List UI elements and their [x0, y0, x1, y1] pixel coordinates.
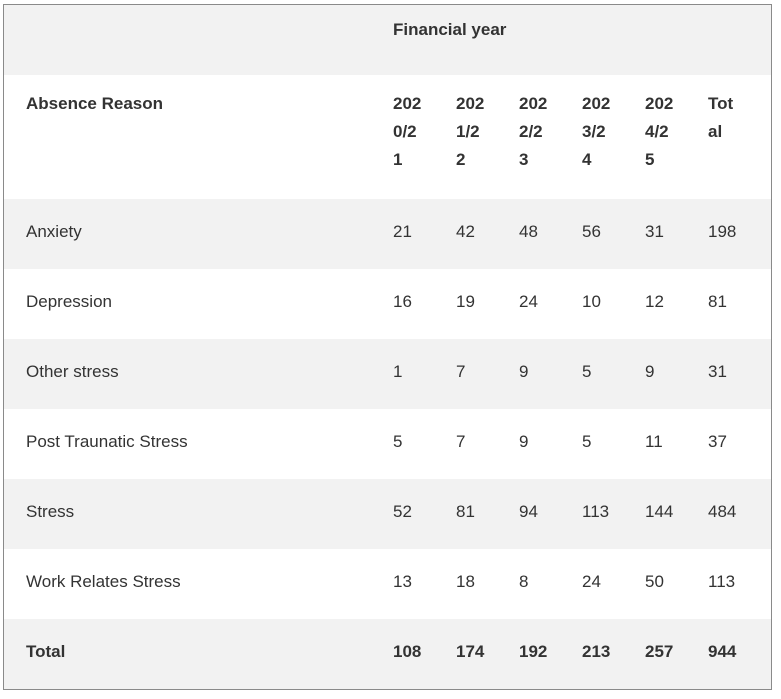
value-cell: 5 — [582, 362, 592, 381]
year-header-part: 0/2 — [393, 122, 417, 141]
value-cell: 19 — [456, 292, 475, 311]
year-header-part: 202 — [582, 94, 611, 113]
value-cell: 5 — [582, 432, 592, 451]
total-value-cell: 174 — [456, 642, 485, 661]
year-header-part: 2/2 — [519, 122, 543, 141]
absence-reason-cell: Depression — [26, 292, 112, 311]
row-total-cell: 484 — [708, 502, 737, 521]
value-cell: 8 — [519, 572, 529, 591]
total-value-cell: 257 — [645, 642, 674, 661]
value-cell: 52 — [393, 502, 412, 521]
value-cell: 56 — [582, 222, 601, 241]
year-header-part: 202 — [519, 94, 548, 113]
value-cell: 11 — [645, 432, 663, 451]
year-header-part: 3 — [519, 150, 529, 169]
value-cell: 31 — [645, 222, 664, 241]
value-cell: 42 — [456, 222, 475, 241]
value-cell: 81 — [456, 502, 475, 521]
value-cell: 48 — [519, 222, 538, 241]
value-cell: 7 — [456, 432, 466, 451]
total-value-cell: 108 — [393, 642, 422, 661]
year-header-part: 3/2 — [582, 122, 606, 141]
value-cell: 94 — [519, 502, 538, 521]
absence-table: Financial year Absence Reason 202 0/2 1 … — [3, 4, 772, 690]
table-row: Work Relates Stress 13 18 8 24 50 113 — [4, 549, 771, 619]
super-header-row: Financial year — [4, 5, 771, 75]
absence-reason-cell: Other stress — [26, 362, 119, 381]
value-cell: 9 — [519, 362, 529, 381]
year-header-2022-23: 202 2/2 3 — [519, 75, 582, 199]
value-cell: 10 — [582, 292, 601, 311]
value-cell: 18 — [456, 572, 475, 591]
table-row: Stress 52 81 94 113 144 484 — [4, 479, 771, 549]
total-row: Total 108 174 192 213 257 944 — [4, 619, 771, 689]
year-header-part: 202 — [393, 94, 422, 113]
year-header-2024-25: 202 4/2 5 — [645, 75, 708, 199]
year-header-2021-22: 202 1/2 2 — [456, 75, 519, 199]
column-header-row: Absence Reason 202 0/2 1 202 1/2 2 202 2… — [4, 75, 771, 199]
value-cell: 21 — [393, 222, 412, 241]
value-cell: 7 — [456, 362, 466, 381]
year-header-part: 4/2 — [645, 122, 669, 141]
row-total-cell: 31 — [708, 362, 727, 381]
year-header-part: 202 — [645, 94, 674, 113]
value-cell: 113 — [582, 502, 610, 521]
value-cell: 16 — [393, 292, 412, 311]
value-cell: 9 — [645, 362, 655, 381]
value-cell: 24 — [582, 572, 601, 591]
row-total-cell: 198 — [708, 222, 737, 241]
absence-reason-cell: Post Traunatic Stress — [26, 432, 188, 451]
year-header-part: 1/2 — [456, 122, 480, 141]
year-header-part: 1 — [393, 150, 403, 169]
super-header-blank — [4, 5, 393, 75]
total-value-cell: 192 — [519, 642, 548, 661]
value-cell: 50 — [645, 572, 664, 591]
total-column-header: Tot al — [708, 75, 771, 199]
absence-reason-table: Financial year Absence Reason 202 0/2 1 … — [4, 5, 771, 689]
financial-year-header: Financial year — [393, 20, 507, 39]
year-header-part: 2 — [456, 150, 466, 169]
table-row: Anxiety 21 42 48 56 31 198 — [4, 199, 771, 269]
value-cell: 5 — [393, 432, 403, 451]
value-cell: 1 — [393, 362, 403, 381]
row-total-cell: 81 — [708, 292, 727, 311]
total-label-cell: Total — [26, 642, 66, 661]
total-value-cell: 213 — [582, 642, 611, 661]
year-header-part: 4 — [582, 150, 592, 169]
table-row: Other stress 1 7 9 5 9 31 — [4, 339, 771, 409]
absence-reason-cell: Stress — [26, 502, 75, 521]
table-row: Post Traunatic Stress 5 7 9 5 11 37 — [4, 409, 771, 479]
grand-total-cell: 944 — [708, 642, 737, 661]
row-total-cell: 37 — [708, 432, 727, 451]
table-row: Depression 16 19 24 10 12 81 — [4, 269, 771, 339]
year-header-part: 202 — [456, 94, 485, 113]
total-header-part: Tot — [708, 94, 734, 113]
year-header-part: 5 — [645, 150, 655, 169]
total-header-part: al — [708, 122, 723, 141]
absence-reason-cell: Anxiety — [26, 222, 82, 241]
value-cell: 9 — [519, 432, 529, 451]
value-cell: 12 — [645, 292, 664, 311]
row-total-cell: 113 — [708, 572, 736, 591]
year-header-2020-21: 202 0/2 1 — [393, 75, 456, 199]
value-cell: 13 — [393, 572, 412, 591]
value-cell: 144 — [645, 502, 674, 521]
absence-reason-header: Absence Reason — [26, 94, 163, 113]
year-header-2023-24: 202 3/2 4 — [582, 75, 645, 199]
value-cell: 24 — [519, 292, 538, 311]
absence-reason-cell: Work Relates Stress — [26, 572, 181, 591]
